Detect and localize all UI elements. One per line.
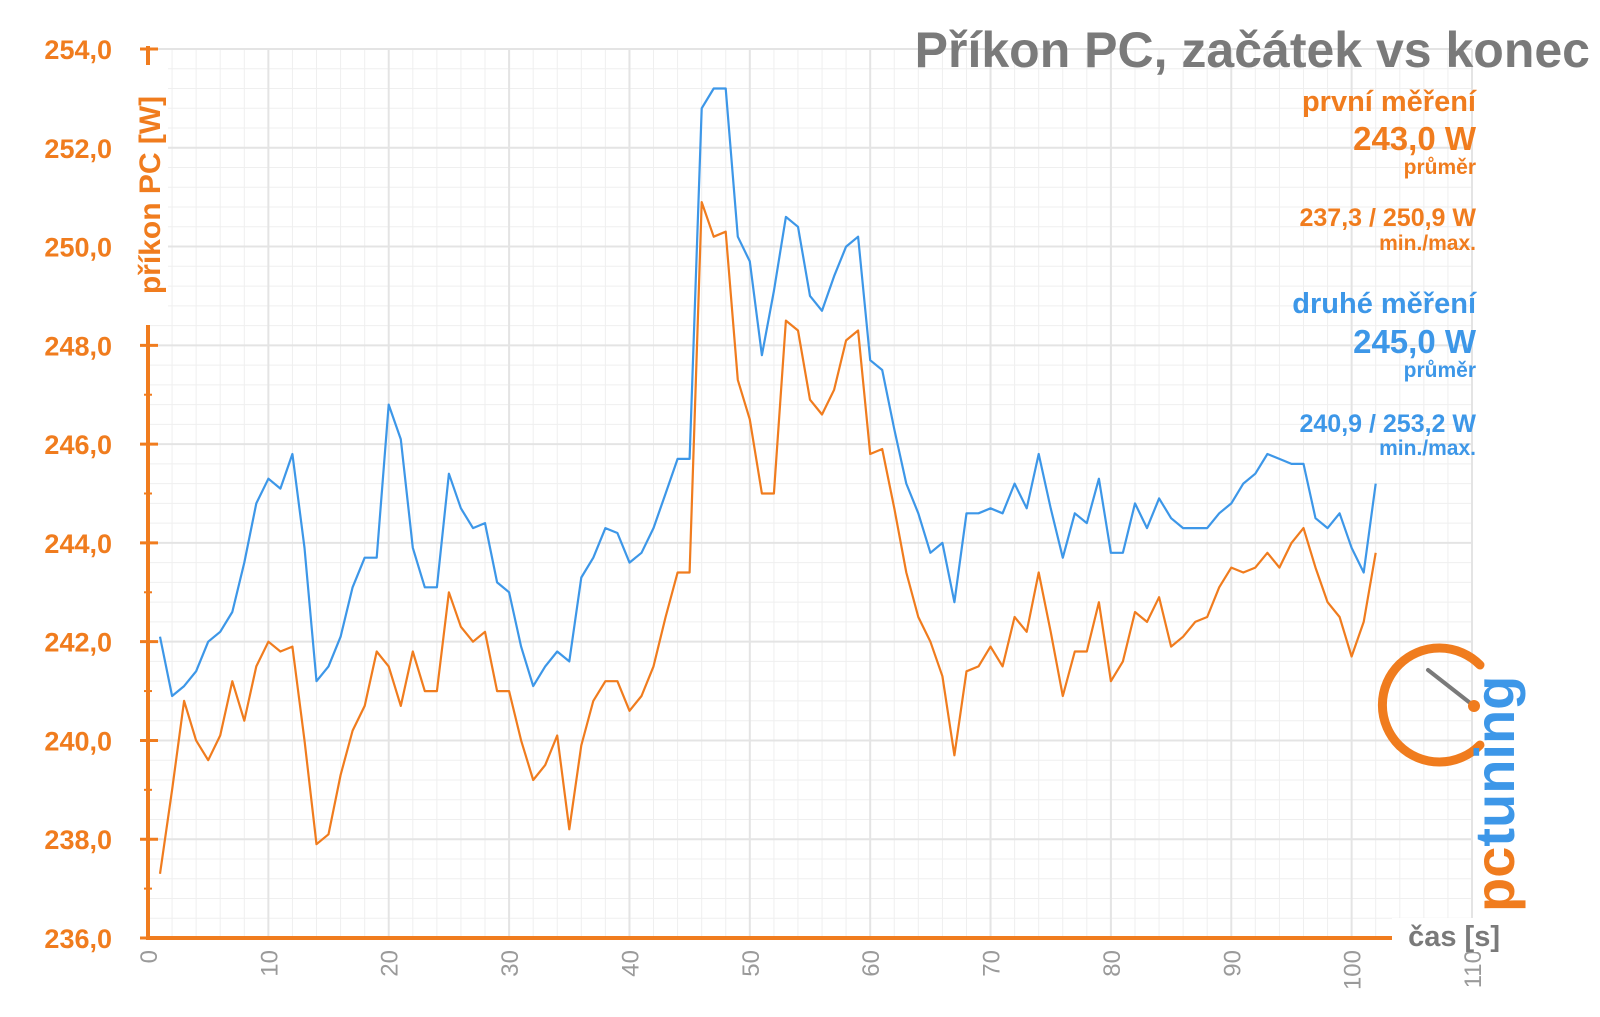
y-tick-label: 248,0 xyxy=(44,331,112,361)
y-tick-label: 236,0 xyxy=(44,924,112,954)
stats-first-average: 243,0 W xyxy=(1353,120,1477,157)
x-tick-label: 50 xyxy=(738,950,765,977)
logo-text-pc: pc xyxy=(1463,847,1526,912)
y-axis-label-group: příkon PC [W] xyxy=(132,65,168,325)
series-layer xyxy=(158,87,1377,874)
stats-second-name: druhé měření xyxy=(1292,288,1477,320)
y-tick-label: 242,0 xyxy=(44,628,112,658)
x-tick-label: 60 xyxy=(858,950,885,977)
y-axis-label: příkon PC [W] xyxy=(134,96,167,294)
stats-first: první měření 243,0 W průměr 237,3 / 250,… xyxy=(1299,86,1476,255)
stats-second-minmax: 240,9 / 253,2 W xyxy=(1299,410,1476,438)
stats-first-minmax-label: min./max. xyxy=(1379,232,1476,255)
x-tick-label: 30 xyxy=(497,950,524,977)
x-tick-label: 100 xyxy=(1340,950,1367,990)
stats-first-name: první měření xyxy=(1302,86,1477,118)
x-tick-label: 40 xyxy=(617,950,644,977)
y-tick-label: 244,0 xyxy=(44,529,112,559)
grid-minor xyxy=(147,48,1473,939)
y-tick-label: 250,0 xyxy=(44,233,112,263)
y-axis-label-bg xyxy=(132,65,168,325)
logo-text-tuning: tuning xyxy=(1463,676,1526,847)
stats-first-average-label: průměr xyxy=(1404,156,1476,179)
logo-text: pctuning xyxy=(1463,676,1526,912)
grid-major xyxy=(147,48,1473,939)
x-tick-label: 10 xyxy=(256,950,283,977)
x-axis-label-bg xyxy=(1392,918,1512,952)
x-tick-label: 20 xyxy=(377,950,404,977)
y-tick-label: 246,0 xyxy=(44,430,112,460)
stats-first-minmax: 237,3 / 250,9 W xyxy=(1299,204,1476,232)
y-tick-label: 252,0 xyxy=(44,134,112,164)
x-tick-label: 110 xyxy=(1460,950,1487,988)
y-tick-label: 240,0 xyxy=(44,726,112,756)
stats-second-average: 245,0 W xyxy=(1353,323,1477,360)
x-tick-label: 80 xyxy=(1099,950,1126,977)
logo-gauge-hub xyxy=(1468,700,1480,712)
x-axis-label: čas [s] xyxy=(1408,921,1500,953)
stats-second: druhé měření 245,0 W průměr 240,9 / 253,… xyxy=(1292,288,1477,460)
x-tick-label: 90 xyxy=(1219,950,1246,977)
y-tick-label: 254,0 xyxy=(44,35,112,65)
x-tick-label: 0 xyxy=(136,950,163,963)
y-tick-labels: 236,0 238,0 240,0 242,0 244,0 246,0 248,0 250,0… xyxy=(44,35,112,954)
stats-second-minmax-label: min./max. xyxy=(1379,437,1476,460)
logo-gauge-arc xyxy=(1377,643,1485,767)
x-tick-label: 70 xyxy=(979,950,1006,977)
series-line-2 xyxy=(158,87,1377,698)
chart-title: Příkon PC, začátek vs konec xyxy=(915,22,1590,78)
x-tick-labels: 0 10 20 30 40 50 60 70 80 90 100 110 xyxy=(136,950,1487,990)
y-tick-label: 238,0 xyxy=(44,825,112,855)
series-line-1 xyxy=(158,201,1377,874)
stats-second-average-label: průměr xyxy=(1404,359,1476,382)
pctuning-logo: pctuning xyxy=(1377,643,1526,912)
logo-gauge-needle xyxy=(1426,668,1476,708)
